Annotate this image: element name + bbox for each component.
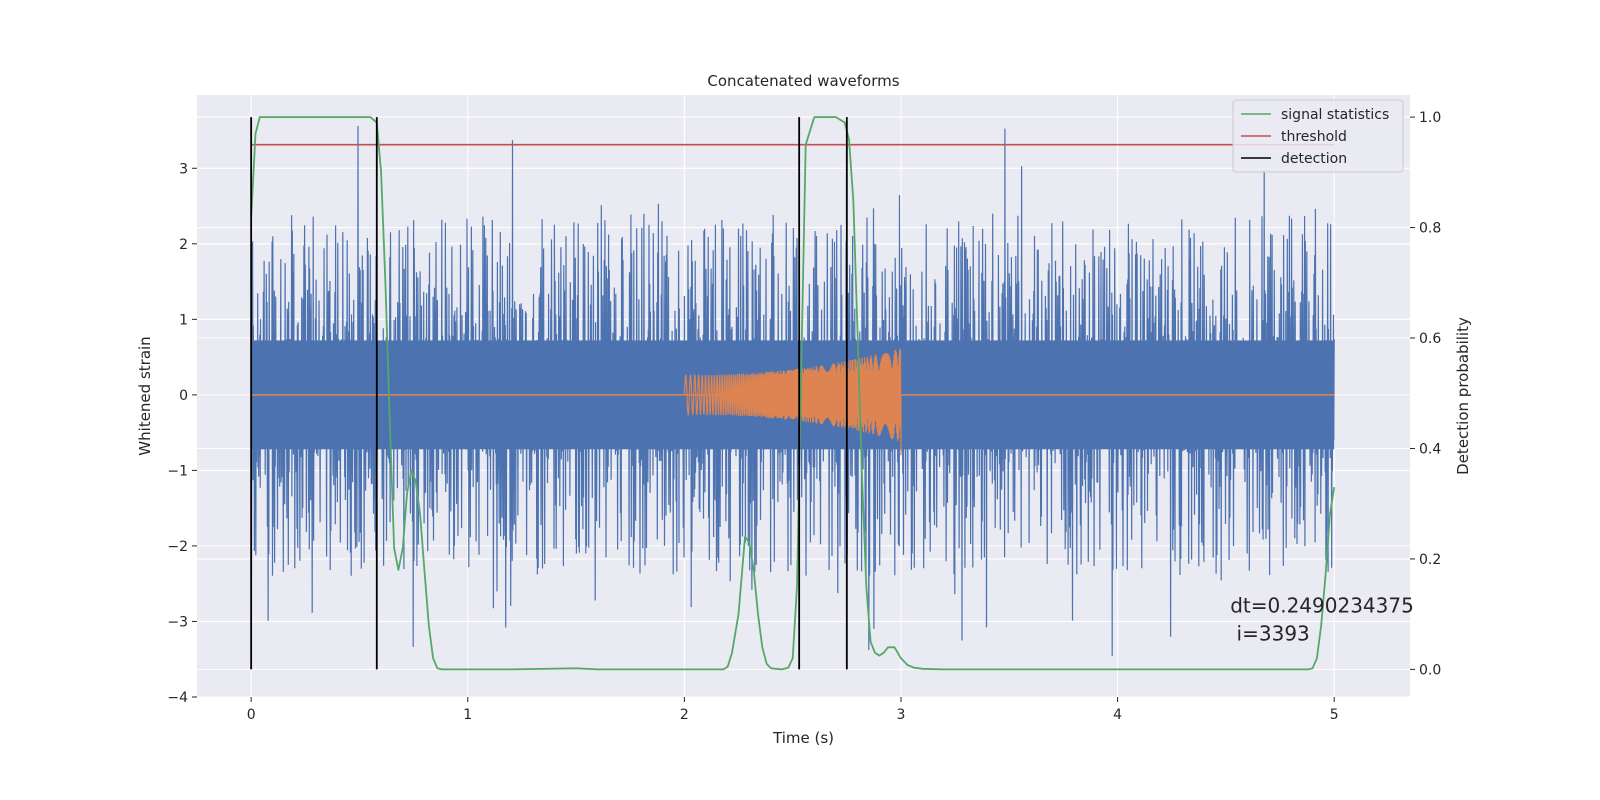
legend-label-signal-statistics: signal statistics xyxy=(1281,107,1389,123)
chirp-series xyxy=(251,348,1335,456)
x-tick-label: 5 xyxy=(1330,707,1339,723)
y-tick-label: 2 xyxy=(179,237,188,253)
y-tick-label: 3 xyxy=(179,161,188,177)
y-tick-label: 0 xyxy=(179,388,188,404)
x-axis-ticks: 0 1 2 3 4 5 xyxy=(247,697,1339,723)
right-tick-label: 0.2 xyxy=(1419,552,1441,568)
right-tick-label: 1.0 xyxy=(1419,110,1441,126)
detection-series xyxy=(250,117,848,670)
y-tick-label: −3 xyxy=(167,614,188,630)
annotation-line-i: i=3393 xyxy=(1230,621,1310,645)
signal-statistics-series xyxy=(250,116,1336,671)
y-axis-ticks: −4 −3 −2 −1 0 1 2 3 xyxy=(167,161,197,706)
x-axis-label: Time (s) xyxy=(772,729,834,747)
right-tick-label: 0.4 xyxy=(1419,441,1441,457)
y-tick-label: −1 xyxy=(167,463,188,479)
legend-label-detection: detection xyxy=(1281,151,1347,167)
x-tick-label: 2 xyxy=(680,707,689,723)
y-tick-label: 1 xyxy=(179,312,188,328)
y-tick-label: −2 xyxy=(167,539,188,555)
chart-title: Concatenated waveforms xyxy=(707,72,899,90)
annotation: dt=0.2490234375 i=3393 xyxy=(1230,593,1414,645)
right-axis-label: Detection probability xyxy=(1454,317,1472,475)
legend-label-threshold: threshold xyxy=(1281,129,1347,145)
right-axis-ticks: 0.0 0.2 0.4 0.6 0.8 1.0 xyxy=(1410,110,1441,678)
chirp-line xyxy=(683,348,902,456)
legend-box xyxy=(1232,99,1404,173)
x-tick-label: 4 xyxy=(1113,707,1122,723)
x-tick-label: 1 xyxy=(463,707,472,723)
y-axis-label: Whitened strain xyxy=(136,336,154,455)
right-tick-label: 0.0 xyxy=(1419,662,1441,678)
x-tick-label: 0 xyxy=(247,707,256,723)
legend: signal statistics threshold detection xyxy=(1232,99,1404,173)
right-tick-label: 0.6 xyxy=(1419,331,1441,347)
annotation-line-dt: dt=0.2490234375 xyxy=(1230,593,1414,617)
y-tick-label: −4 xyxy=(167,690,188,706)
x-tick-label: 3 xyxy=(897,707,906,723)
right-tick-label: 0.8 xyxy=(1419,221,1441,237)
signal-statistics-line xyxy=(250,116,1336,671)
